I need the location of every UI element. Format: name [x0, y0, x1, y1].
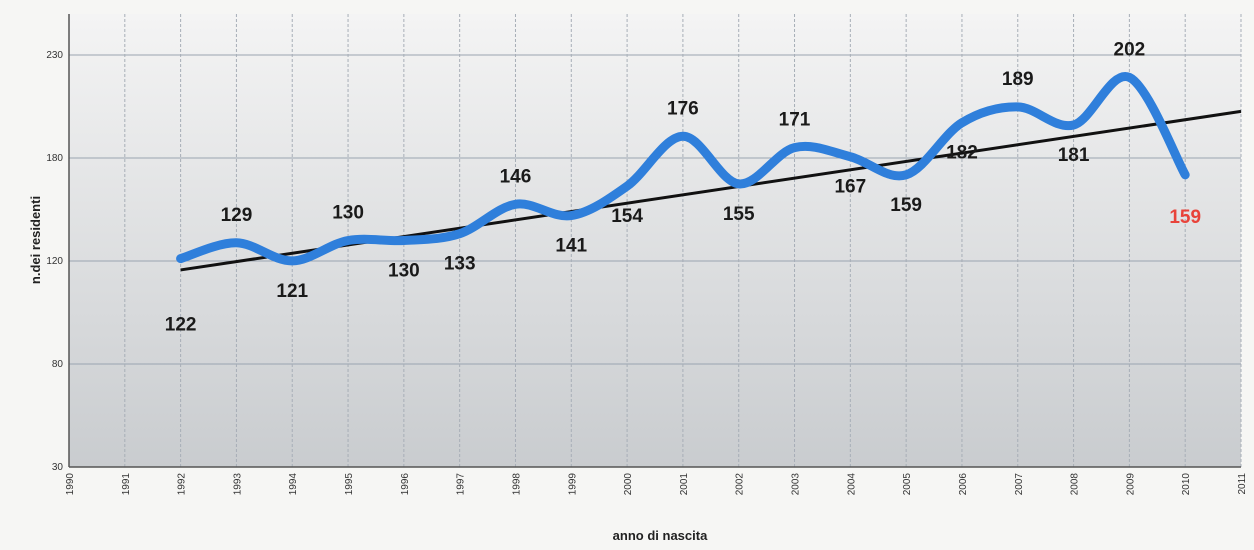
series-line — [176, 72, 1190, 266]
plot-area — [69, 14, 1241, 467]
data-label: 133 — [444, 254, 476, 275]
x-tick-label: 2009 — [1125, 473, 1136, 496]
x-tick-label: 1996 — [400, 473, 411, 496]
x-axis-title: anno di nascita — [613, 528, 708, 543]
y-tick-label: 120 — [46, 256, 63, 267]
x-tick-label: 2005 — [902, 473, 913, 496]
y-tick-label: 80 — [52, 359, 64, 370]
x-tick-label: 2001 — [679, 473, 690, 496]
x-tick-label: 2004 — [846, 473, 857, 496]
x-tick-label: 1990 — [65, 473, 76, 496]
x-tick-label: 1998 — [511, 473, 522, 496]
data-label: 122 — [165, 315, 197, 336]
series-group — [176, 72, 1190, 266]
x-tick-label: 1997 — [456, 473, 467, 496]
data-label: 141 — [555, 236, 587, 257]
y-tick-label: 180 — [46, 153, 63, 164]
x-tick-label: 2010 — [1181, 473, 1192, 496]
x-tick-label: 2002 — [735, 473, 746, 496]
x-tick-label: 2006 — [958, 473, 969, 496]
x-tick-label: 1994 — [288, 473, 299, 496]
y-axis-title: n.dei residenti — [28, 196, 43, 284]
data-label: 171 — [779, 110, 811, 131]
x-tick-label: 2008 — [1070, 473, 1081, 496]
data-label: 182 — [946, 143, 978, 164]
data-label: 130 — [388, 261, 420, 282]
x-axis: 1990 1991 1992 1993 1994 1995 1996 1997 1998 1999… — [65, 473, 1248, 496]
data-label: 155 — [723, 204, 755, 225]
data-label: 146 — [500, 166, 532, 187]
data-label: 154 — [611, 206, 643, 227]
x-tick-label: 1999 — [567, 473, 578, 496]
x-tick-label: 2011 — [1237, 473, 1248, 495]
data-label: 167 — [834, 177, 866, 198]
data-labels: 122 129 121 130 130 133 146 141 154 176 155 171 167 1… — [165, 39, 1201, 335]
y-tick-label: 230 — [46, 50, 63, 61]
x-tick-label: 2003 — [791, 473, 802, 496]
y-tick-label: 30 — [52, 462, 64, 473]
data-label: 181 — [1058, 145, 1090, 166]
x-tick-label: 1992 — [177, 473, 188, 496]
data-label: 189 — [1002, 69, 1034, 90]
data-label: 159 — [1169, 207, 1201, 228]
x-tick-label: 1993 — [232, 473, 243, 496]
y-axis: 30 80 120 180 230 — [46, 50, 63, 473]
x-tick-label: 1991 — [121, 473, 132, 496]
data-label: 130 — [332, 203, 364, 224]
x-tick-label: 2007 — [1014, 473, 1025, 496]
data-label: 159 — [890, 195, 922, 216]
data-label: 176 — [667, 98, 699, 119]
data-label: 121 — [276, 281, 308, 302]
data-label: 202 — [1114, 39, 1146, 60]
data-label: 129 — [221, 205, 253, 226]
x-tick-label: 1995 — [344, 473, 355, 496]
x-tick-label: 2000 — [623, 473, 634, 496]
